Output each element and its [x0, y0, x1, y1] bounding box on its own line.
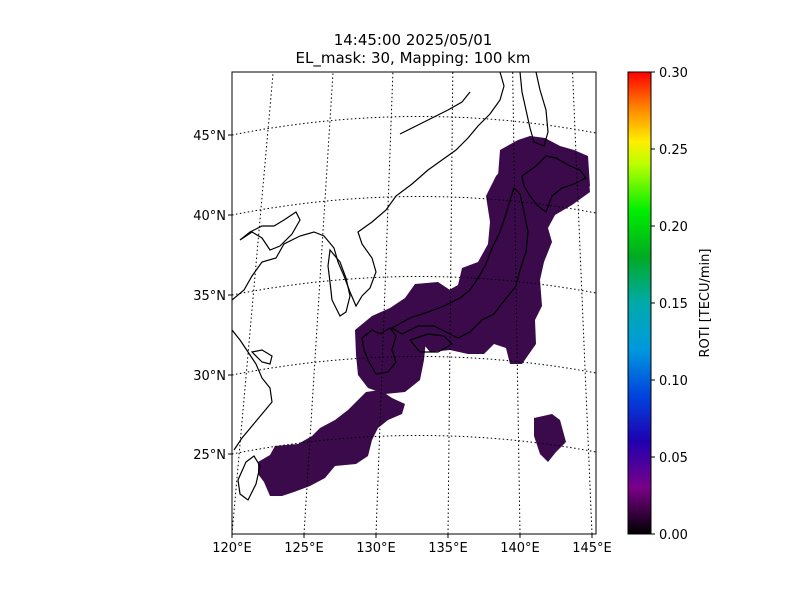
colorbar-tick-label-0.05: 0.05 — [659, 451, 688, 466]
lon-label-140: 140°E — [500, 541, 540, 556]
coast-hokkaido — [521, 155, 587, 213]
colorbar-ticks: 0.00 0.05 0.10 0.15 0.20 0.25 0.30 — [651, 66, 688, 543]
map-title-time: 14:45:00 2025/05/01 — [333, 31, 493, 49]
lon-label-135: 135°E — [428, 541, 468, 556]
meridian-125 — [303, 72, 334, 534]
colorbar-label: ROTI [TECU/min] — [698, 249, 713, 358]
parallel-40 — [232, 196, 596, 216]
parallel-30 — [232, 356, 596, 376]
coast-honshu — [390, 186, 529, 339]
colorbar-tick-label-0.20: 0.20 — [659, 220, 688, 235]
colorbar-tick-label-0.00: 0.00 — [659, 528, 688, 543]
colorbar-tick-label-0.25: 0.25 — [659, 143, 688, 158]
meridian-145 — [572, 72, 593, 534]
coast-china-south — [232, 329, 273, 451]
roti-cells-ryukyu — [258, 390, 405, 496]
lat-label-45: 45°N — [193, 129, 226, 144]
coast-taiwan — [237, 455, 261, 501]
lon-label-145: 145°E — [572, 541, 612, 556]
coast-shanghai — [250, 349, 273, 365]
lat-label-40: 40°N — [193, 209, 226, 224]
lon-label-130: 130°E — [356, 541, 396, 556]
colorbar-tick-label-0.30: 0.30 — [659, 66, 688, 81]
colorbar-tick-label-0.10: 0.10 — [659, 374, 688, 389]
parallel-25 — [232, 435, 596, 455]
latitude-labels: 25°N 30°N 35°N 40°N 45°N — [193, 129, 232, 463]
longitude-labels: 120°E 125°E 130°E 135°E 140°E 145°E — [212, 534, 612, 556]
roti-cells-ogasawara — [534, 414, 566, 462]
coast-sakhalin-coast — [399, 91, 471, 135]
roti-cells-hokkaido — [498, 136, 590, 212]
lon-label-120: 120°E — [212, 541, 252, 556]
lat-label-30: 30°N — [193, 369, 226, 384]
roti-data-layer — [258, 136, 590, 496]
coast-shikoku — [408, 333, 453, 353]
coast-mainland — [232, 72, 505, 308]
map-title-params: EL_mask: 30, Mapping: 100 km — [295, 49, 531, 67]
coast-korea — [327, 248, 351, 317]
colorbar — [627, 71, 652, 535]
map-frame — [231, 71, 597, 535]
meridian-120 — [232, 72, 274, 534]
parallel-35 — [232, 276, 596, 296]
parallel-45 — [232, 116, 596, 136]
lat-label-25: 25°N — [193, 448, 226, 463]
colorbar-tick-label-0.15: 0.15 — [659, 297, 688, 312]
coast-bohai — [239, 211, 301, 251]
graticule — [232, 72, 596, 534]
lon-label-125: 125°E — [284, 541, 324, 556]
lat-label-35: 35°N — [193, 289, 226, 304]
coast-sakhalin — [519, 72, 549, 147]
